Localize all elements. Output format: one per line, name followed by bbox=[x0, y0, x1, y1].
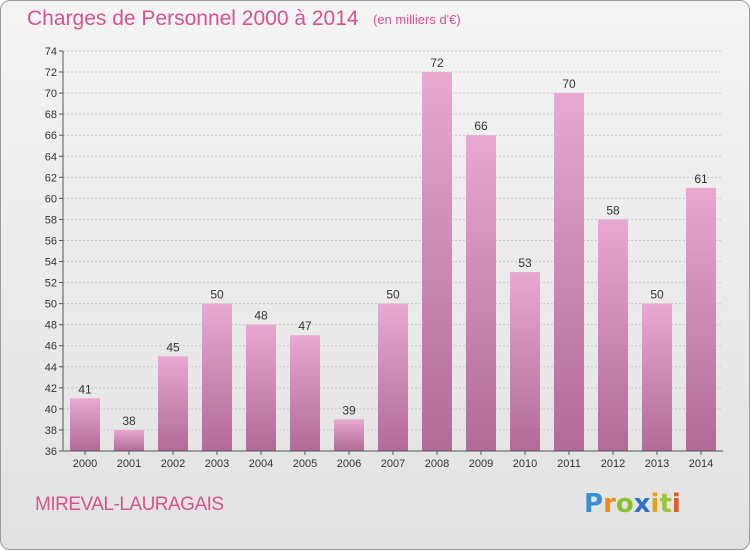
x-tick-label: 2004 bbox=[249, 458, 273, 470]
y-tick-label: 58 bbox=[45, 214, 57, 226]
logo-letter: P bbox=[584, 489, 604, 519]
bar bbox=[246, 324, 276, 451]
y-tick-label: 68 bbox=[45, 109, 57, 121]
bar bbox=[598, 219, 628, 451]
bar bbox=[114, 429, 144, 451]
y-tick-label: 50 bbox=[45, 299, 57, 311]
bar bbox=[70, 398, 100, 451]
data-label: 38 bbox=[122, 414, 136, 428]
y-tick-label: 54 bbox=[45, 257, 57, 269]
y-tick-label: 64 bbox=[45, 151, 57, 163]
x-tick-label: 2007 bbox=[381, 458, 405, 470]
y-tick-label: 38 bbox=[45, 425, 57, 437]
logo-letter: t bbox=[659, 489, 672, 519]
y-tick-label: 36 bbox=[45, 446, 57, 458]
bar bbox=[422, 72, 452, 451]
x-tick-label: 2003 bbox=[205, 458, 229, 470]
data-label: 39 bbox=[342, 403, 356, 417]
logo-letter: i bbox=[671, 489, 681, 519]
y-tick-label: 74 bbox=[45, 46, 57, 58]
data-label: 70 bbox=[562, 77, 576, 91]
bar bbox=[686, 187, 716, 451]
x-tick-label: 2002 bbox=[161, 458, 185, 470]
bar bbox=[290, 335, 320, 451]
data-label: 41 bbox=[78, 382, 92, 396]
data-label: 45 bbox=[166, 340, 180, 354]
x-tick-label: 2014 bbox=[689, 458, 713, 470]
data-label: 50 bbox=[650, 288, 664, 302]
x-tick-label: 2009 bbox=[469, 458, 493, 470]
x-tick-label: 2001 bbox=[117, 458, 141, 470]
y-tick-label: 48 bbox=[45, 320, 57, 332]
x-tick-label: 2011 bbox=[557, 458, 581, 470]
bar bbox=[642, 303, 672, 451]
chart-subtitle: (en milliers d'€) bbox=[373, 12, 461, 27]
logo-letter: i bbox=[650, 489, 660, 519]
bar bbox=[554, 93, 584, 452]
data-label: 53 bbox=[518, 256, 532, 270]
y-tick-label: 70 bbox=[45, 88, 57, 100]
x-tick-label: 2000 bbox=[73, 458, 97, 470]
bar bbox=[378, 303, 408, 451]
y-tick-label: 40 bbox=[45, 404, 57, 416]
y-tick-label: 72 bbox=[45, 67, 57, 79]
x-tick-label: 2010 bbox=[513, 458, 537, 470]
proxiti-logo: Proxiti bbox=[584, 489, 681, 519]
y-tick-label: 60 bbox=[45, 193, 57, 205]
data-label: 50 bbox=[210, 288, 224, 302]
bar bbox=[466, 135, 496, 452]
data-label: 47 bbox=[298, 319, 312, 333]
bar bbox=[158, 356, 188, 451]
y-tick-label: 52 bbox=[45, 278, 57, 290]
y-tick-label: 56 bbox=[45, 235, 57, 247]
data-label: 61 bbox=[694, 172, 708, 186]
y-tick-label: 44 bbox=[45, 362, 57, 374]
y-tick-label: 46 bbox=[45, 341, 57, 353]
x-tick-label: 2012 bbox=[601, 458, 625, 470]
bar bbox=[202, 303, 232, 451]
logo-letter: o bbox=[615, 489, 634, 519]
chart-title: Charges de Personnel 2000 à 2014 bbox=[27, 7, 359, 30]
data-label: 58 bbox=[606, 203, 620, 217]
logo-letter: r bbox=[603, 489, 616, 519]
data-label: 72 bbox=[430, 56, 444, 70]
logo-letter: x bbox=[633, 489, 651, 519]
bar bbox=[510, 272, 540, 451]
x-tick-label: 2008 bbox=[425, 458, 449, 470]
data-label: 48 bbox=[254, 309, 268, 323]
bar bbox=[334, 419, 364, 451]
y-tick-label: 66 bbox=[45, 130, 57, 142]
data-label: 66 bbox=[474, 119, 488, 133]
commune-name: MIREVAL-LAURAGAIS bbox=[35, 494, 224, 515]
data-label: 50 bbox=[386, 288, 400, 302]
y-tick-label: 42 bbox=[45, 383, 57, 395]
x-tick-label: 2005 bbox=[293, 458, 317, 470]
x-tick-label: 2013 bbox=[645, 458, 669, 470]
x-tick-label: 2006 bbox=[337, 458, 361, 470]
y-tick-label: 62 bbox=[45, 172, 57, 184]
